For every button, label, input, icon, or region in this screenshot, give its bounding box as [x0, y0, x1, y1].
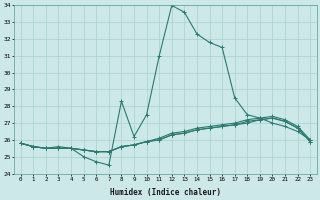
X-axis label: Humidex (Indice chaleur): Humidex (Indice chaleur)	[110, 188, 221, 197]
